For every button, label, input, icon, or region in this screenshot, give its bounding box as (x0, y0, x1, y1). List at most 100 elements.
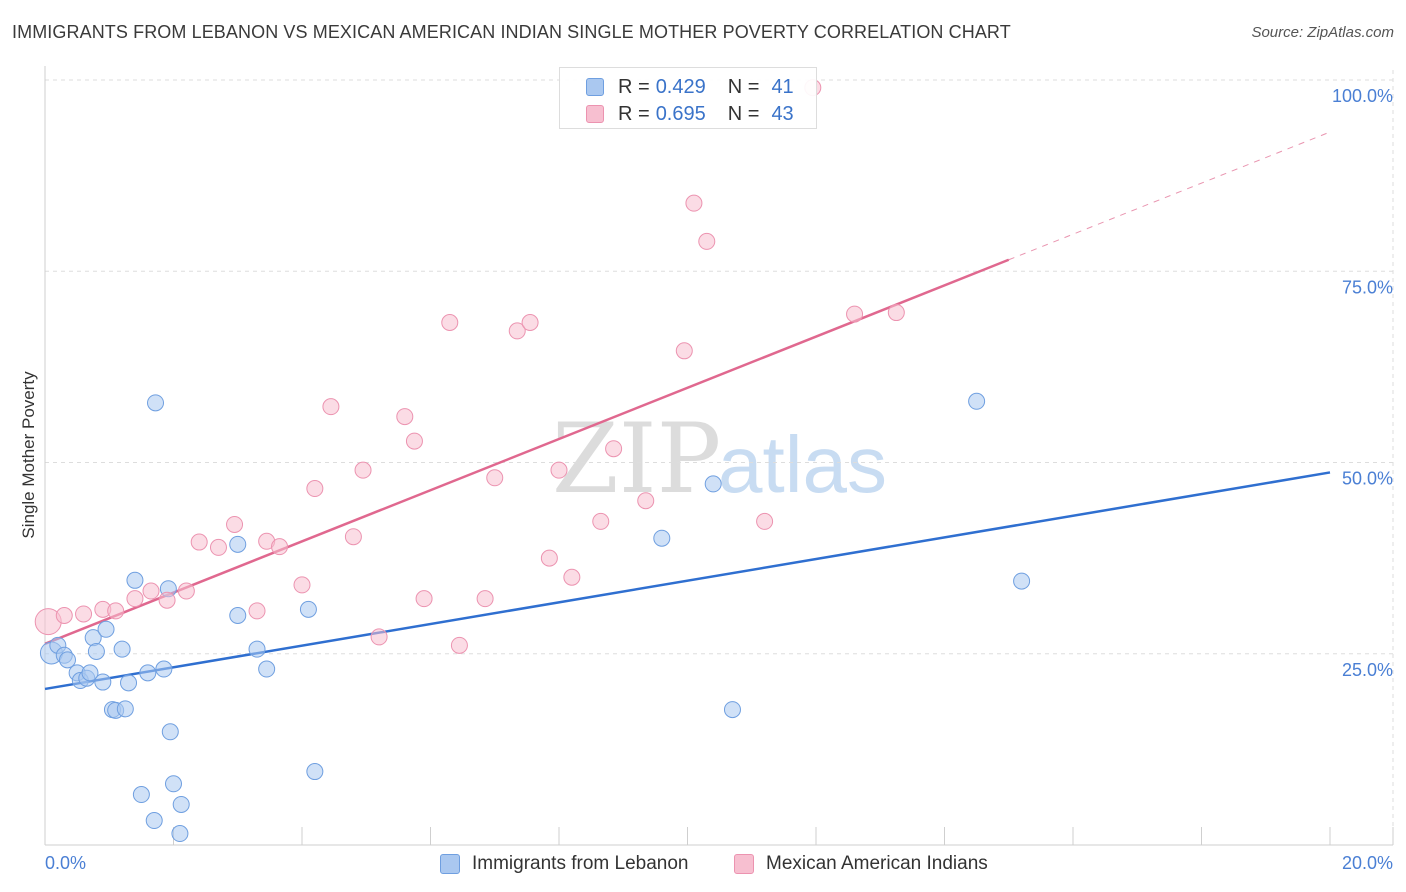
axes (44, 66, 1394, 846)
data-point (354, 461, 372, 479)
data-point (165, 775, 182, 793)
data-point (592, 512, 610, 530)
data-point (540, 549, 558, 567)
data-point (172, 795, 190, 813)
data-point (521, 314, 539, 332)
legend-r-label: R = (618, 102, 650, 125)
data-point (107, 602, 125, 620)
data-point (161, 723, 179, 741)
data-point (415, 590, 433, 608)
trend-line-pink (44, 258, 1010, 645)
legend-n-label: N = (727, 102, 760, 125)
data-point (147, 394, 165, 412)
pink-swatch-icon (586, 105, 604, 123)
x-tick-label: 0.0% (45, 853, 86, 873)
data-point (158, 591, 176, 609)
data-point (968, 392, 986, 410)
data-point (344, 528, 362, 546)
legend-n-label: N = (727, 75, 760, 98)
data-point (293, 576, 311, 594)
watermark-atlas: atlas (718, 420, 887, 509)
data-point (550, 461, 568, 479)
data-point (142, 582, 160, 600)
data-point (155, 660, 173, 678)
legend-row-lebanon: R = 0.429 N = 41 (586, 75, 794, 99)
data-point (132, 786, 150, 804)
data-point (139, 664, 157, 682)
data-point (887, 304, 905, 322)
data-point (87, 642, 105, 660)
bottom-legend-lebanon[interactable]: Immigrants from Lebanon (440, 851, 689, 877)
data-point (723, 701, 741, 719)
watermark-zip: ZIP (552, 403, 721, 515)
data-point (846, 305, 864, 323)
data-point (55, 607, 73, 624)
y-axis-title: Single Mother Poverty (19, 371, 38, 539)
series-blue (39, 392, 1031, 843)
data-point (299, 600, 317, 618)
source-label: Source: ZipAtlas.com (1251, 24, 1394, 41)
trend-line-dashed-pink (1008, 131, 1331, 261)
data-point (58, 651, 76, 669)
pink-swatch-icon (734, 854, 754, 874)
data-point (508, 322, 526, 340)
chart-title: IMMIGRANTS FROM LEBANON VS MEXICAN AMERI… (12, 22, 1011, 42)
data-point (756, 512, 774, 530)
data-point (675, 342, 693, 360)
data-point (322, 398, 340, 416)
data-point (145, 812, 163, 830)
data-point (209, 538, 227, 556)
data-point (126, 590, 144, 608)
data-point (450, 636, 468, 654)
data-point (306, 763, 324, 781)
data-point (248, 602, 266, 620)
data-point (396, 408, 414, 426)
data-point (637, 492, 655, 510)
legend-n-value: 43 (771, 102, 794, 125)
data-point (229, 535, 247, 553)
legend-r-value: 0.429 (655, 75, 706, 98)
legend-row-mexican-american-indians: R = 0.695 N = 43 (586, 102, 794, 126)
data-point (229, 607, 247, 624)
data-point (1013, 572, 1031, 590)
data-point (685, 194, 703, 212)
data-point (441, 314, 459, 332)
series-pink (34, 79, 905, 654)
bottom-legend-mexican-american-indians[interactable]: Mexican American Indians (734, 851, 988, 877)
y-tick-label: 75.0% (1342, 277, 1393, 297)
data-points (34, 79, 1031, 843)
watermark: ZIP atlas (552, 403, 887, 515)
data-point (405, 432, 423, 450)
data-point (370, 628, 388, 646)
data-point (226, 515, 244, 533)
data-point (116, 700, 134, 718)
data-point (190, 533, 208, 551)
blue-swatch-icon (440, 854, 460, 874)
data-point (171, 825, 189, 843)
legend-n-value: 41 (771, 75, 794, 98)
data-point (563, 568, 581, 586)
data-point (476, 590, 494, 608)
correlation-legend: R = 0.429 N = 41 R = 0.695 N = 43 (559, 67, 817, 129)
data-point (120, 674, 138, 692)
data-point (248, 640, 266, 658)
data-point (271, 538, 289, 556)
data-point (486, 469, 504, 487)
legend-r-value: 0.695 (655, 102, 706, 125)
data-point (126, 571, 144, 589)
y-tick-label: 25.0% (1342, 660, 1393, 680)
y-tick-label: 50.0% (1342, 469, 1393, 489)
legend-r-label: R = (618, 75, 650, 98)
data-point (81, 664, 99, 682)
data-point (306, 480, 324, 498)
data-point (605, 440, 623, 458)
data-point (97, 620, 115, 638)
y-tick-label: 100.0% (1332, 86, 1393, 106)
bottom-legend-label: Mexican American Indians (766, 853, 988, 874)
data-point (75, 605, 93, 623)
tick-labels: 25.0% 50.0% 75.0% 100.0% 0.0% 20.0% (45, 86, 1393, 873)
data-point (177, 582, 195, 600)
x-tick-label: 20.0% (1342, 853, 1393, 873)
data-point (113, 640, 131, 658)
